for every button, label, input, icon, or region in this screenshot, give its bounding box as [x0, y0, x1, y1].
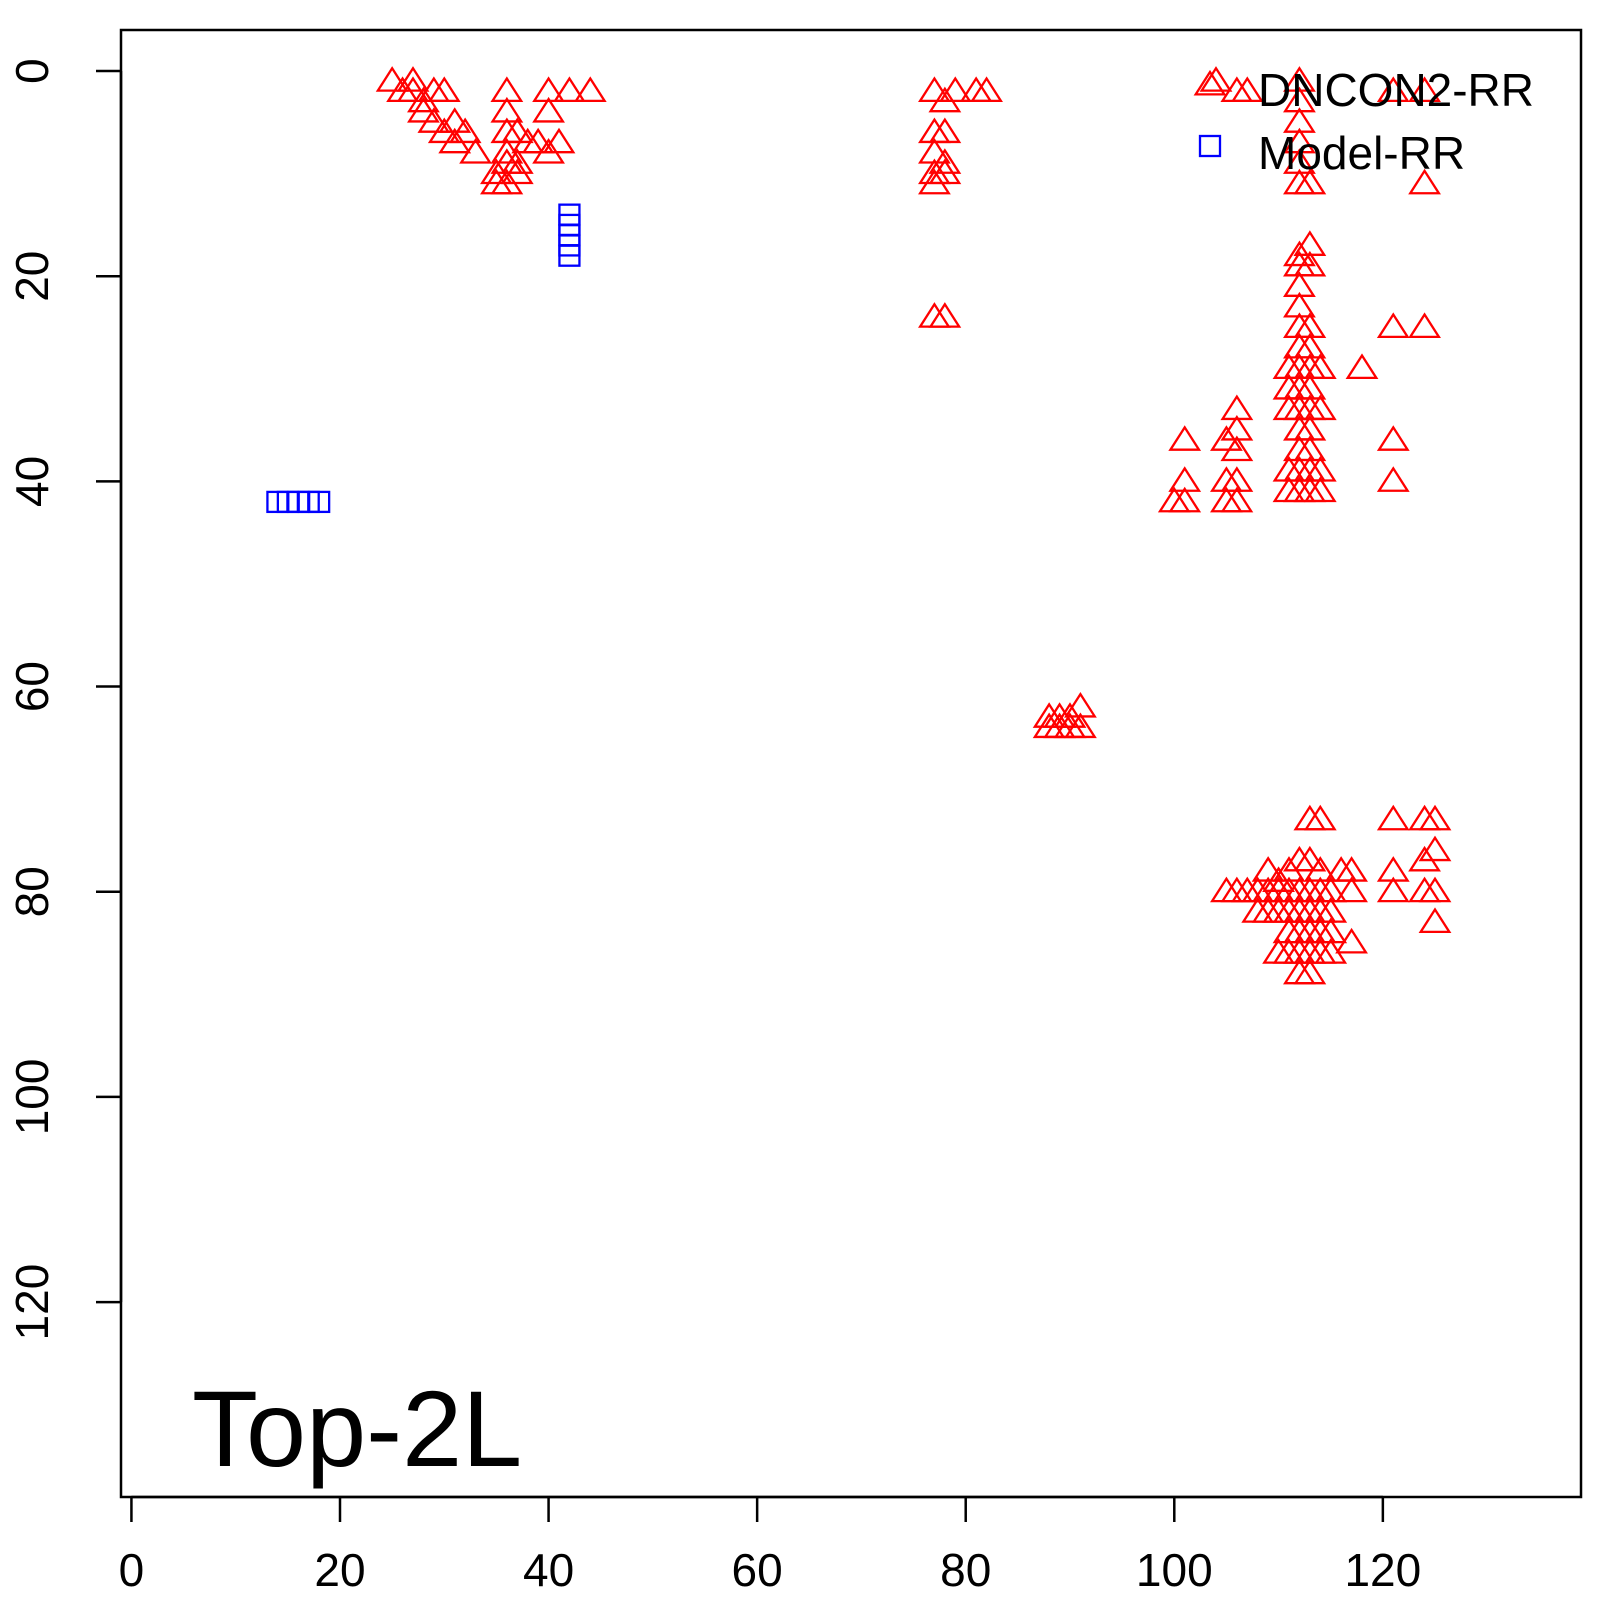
dncon2-rr-point — [407, 96, 440, 123]
dncon2-rr-point — [928, 148, 962, 174]
dncon2-rr-point — [448, 117, 482, 144]
dncon2-rr-point — [1335, 876, 1368, 903]
y-tick-label: 0 — [6, 58, 58, 84]
dncon2-rr-point — [1168, 486, 1202, 513]
legend: DNCON2-RR Model-RR — [1193, 64, 1534, 179]
legend-marker-model-rr — [1198, 134, 1222, 158]
dncon2-rr-point — [1376, 425, 1410, 451]
dncon2-rr-point — [928, 302, 962, 328]
x-axis: 0 20 40 60 80 100 120 — [119, 1495, 1421, 1596]
dncon2-rr-point — [1376, 876, 1410, 903]
dncon2-rr-point — [1303, 476, 1337, 503]
x-tick-label: 20 — [314, 1544, 365, 1596]
y-tick-label: 20 — [6, 251, 58, 302]
y-tick-label: 120 — [6, 1264, 58, 1341]
dncon2-rr-point — [1293, 168, 1327, 195]
dncon2-rr-point — [532, 96, 565, 123]
y-tick-label: 40 — [6, 456, 58, 507]
dncon2-rr-point — [928, 117, 962, 144]
dncon2-rr-point — [1303, 804, 1337, 831]
panel-label: Top-2L — [192, 1368, 522, 1489]
dncon2-rr-point — [1293, 804, 1327, 831]
dncon2-rr-point — [1376, 804, 1410, 831]
dncon2-rr-point — [1220, 435, 1254, 462]
dncon2-rr-point — [427, 76, 461, 103]
dncon2-rr-point — [1376, 76, 1410, 103]
dncon2-rr-point — [396, 76, 430, 103]
dncon2-rr-point — [1418, 876, 1452, 903]
legend-label: Model-RR — [1258, 127, 1465, 179]
dncon2-rr-point — [918, 168, 951, 195]
model-rr-point — [558, 244, 581, 267]
dncon2-rr-point — [918, 76, 951, 103]
dncon2-rr-point — [1418, 804, 1452, 831]
dncon2-rr-point — [928, 158, 962, 185]
dncon2-rr-point — [1408, 876, 1441, 903]
plot-frame — [119, 28, 1583, 1499]
dncon2-rr-point — [1168, 425, 1202, 451]
dncon2-rr-point — [1293, 845, 1327, 872]
dncon2-rr-point — [396, 66, 430, 92]
dncon2-rr-point — [1408, 804, 1441, 831]
dncon2-rr-point — [1199, 66, 1233, 92]
dncon2-rr-point — [1408, 76, 1441, 103]
dncon2-rr-point — [1408, 312, 1441, 339]
dncon2-rr-point — [1210, 486, 1243, 513]
dncon2-rr-point — [1157, 486, 1191, 513]
dncon2-rr-point — [928, 86, 962, 113]
dncon2-rr-point — [375, 66, 409, 92]
dncon2-rr-point — [1314, 938, 1348, 964]
dncon2-rr-point — [490, 168, 524, 195]
x-tick-label: 120 — [1344, 1544, 1421, 1596]
dncon2-rr-point — [1376, 466, 1410, 492]
x-tick-label: 40 — [523, 1544, 574, 1596]
dncon2-rr-point — [542, 127, 576, 154]
dncon2-rr-point — [1064, 712, 1097, 739]
dncon2-rr-point — [1293, 250, 1327, 277]
x-tick-label: 100 — [1136, 1544, 1213, 1596]
dncon2-rr-point — [500, 148, 534, 174]
x-tick-label: 80 — [940, 1544, 991, 1596]
dncon2-rr-point — [1408, 168, 1441, 195]
dncon2-rr-point — [938, 76, 972, 103]
dncon2-rr-point — [532, 76, 565, 103]
dncon2-rr-point — [1345, 353, 1379, 380]
dncon2-rr-point — [553, 76, 586, 103]
dncon2-rr-point — [417, 107, 451, 133]
x-tick-label: 60 — [732, 1544, 783, 1596]
dncon2-rr-point — [459, 137, 492, 164]
dncon2-rr-point — [1303, 394, 1337, 421]
dncon2-rr-point — [1283, 958, 1316, 985]
y-tick-label: 100 — [6, 1059, 58, 1136]
dncon2-rr-point — [1376, 312, 1410, 339]
x-tick-label: 0 — [119, 1544, 145, 1596]
dncon2-rr-point — [918, 302, 951, 328]
dncon2-rr-point — [970, 76, 1003, 103]
dncon2-rr-point — [1220, 486, 1254, 513]
model-rr-point — [307, 490, 331, 514]
dncon2-rr-point — [521, 127, 555, 154]
y-axis: 0 20 40 60 80 100 120 — [6, 58, 123, 1341]
dncon2-rr-point — [573, 76, 607, 103]
dncon2-rr-point — [1418, 907, 1452, 934]
dncon2-rr-point — [1293, 958, 1327, 985]
dncon2-rr-point — [500, 117, 534, 144]
data-points — [266, 66, 1452, 985]
y-tick-label: 80 — [6, 866, 58, 917]
dncon2-rr-point — [1230, 76, 1264, 103]
legend-marker-dncon2-rr — [1193, 69, 1227, 96]
legend-label: DNCON2-RR — [1258, 64, 1534, 116]
y-tick-label: 60 — [6, 661, 58, 712]
dncon2-rr-point — [1303, 353, 1337, 380]
dncon2-rr-point — [1418, 835, 1452, 862]
dncon2-rr-point — [1335, 927, 1368, 954]
